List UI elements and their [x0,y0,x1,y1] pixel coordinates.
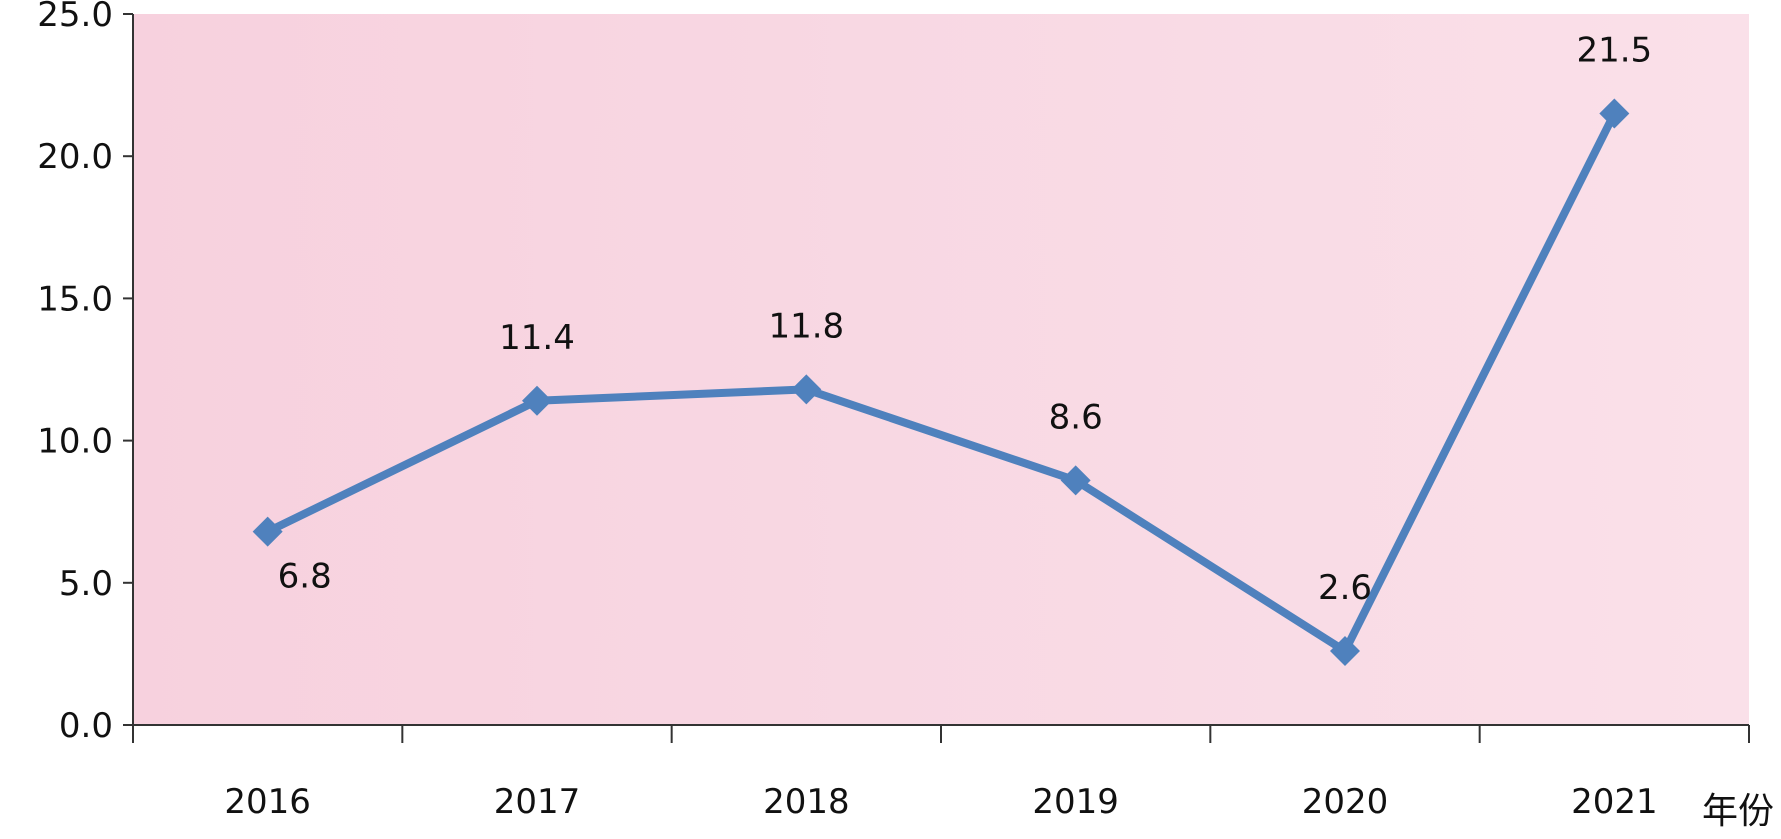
y-axis-ticks: 0.0 5.0 10.0 15.0 20.0 25.0 [37,0,133,746]
y-tick-label: 0.0 [59,706,113,746]
data-point-marker [522,385,552,416]
x-axis-ticks: 2016 2017 2018 2019 2020 2021 [132,725,1750,822]
plot-area [133,14,1749,725]
x-tick-label: 2020 [1302,782,1389,822]
data-point-marker [1330,636,1360,667]
data-label: 6.8 [278,557,332,597]
data-point-marker [252,516,283,547]
y-tick-label: 15.0 [37,279,113,319]
data-label: 11.4 [499,318,575,358]
series-markers [252,98,1630,667]
x-tick-label: 2019 [1032,782,1119,822]
data-label: 21.5 [1576,31,1652,71]
x-tick-label: 2017 [494,782,581,822]
x-tick-label: 2018 [763,782,850,822]
data-point-marker [1599,98,1630,129]
series-line [263,109,1619,656]
data-point-marker [1060,465,1091,496]
x-tick-label: 2016 [224,782,311,822]
x-axis-title: 年份 [1702,791,1774,832]
y-tick-label: 10.0 [37,422,113,462]
data-labels: 6.8 11.4 11.8 8.6 2.6 21.5 [278,31,1653,609]
y-tick-label: 5.0 [59,564,113,604]
y-tick-label: 20.0 [37,137,113,177]
data-point-marker [791,374,822,405]
data-label: 8.6 [1049,397,1103,437]
x-tick-label: 2021 [1571,782,1658,822]
data-label: 11.8 [768,306,844,346]
data-label: 2.6 [1318,568,1372,608]
y-tick-label: 25.0 [37,0,113,35]
